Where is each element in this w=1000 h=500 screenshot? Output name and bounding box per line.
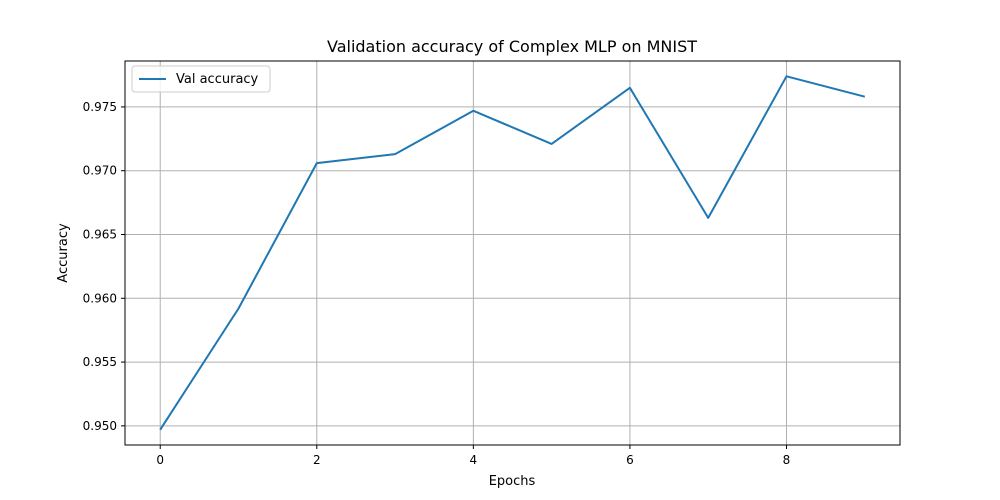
ticks: 0 2 4 6 8 0.950 0.955 0.960 0.965 0.970 0.975: [83, 100, 791, 467]
y-tick-label: 0.955: [83, 355, 117, 369]
chart-title: Validation accuracy of Complex MLP on MN…: [327, 37, 697, 56]
legend-box: [131, 65, 271, 93]
y-axis-label: Accuracy: [56, 223, 71, 283]
x-tick-label: 8: [783, 453, 791, 467]
grid: [125, 61, 900, 445]
x-tick-label: 6: [626, 453, 634, 467]
series-layer: [159, 75, 866, 431]
y-tick-label: 0.970: [83, 164, 117, 178]
x-tick-label: 4: [470, 453, 478, 467]
plot-frame: [124, 60, 901, 446]
y-tick-label: 0.975: [83, 100, 117, 114]
series-line: [159, 75, 866, 431]
x-tick-label: 0: [156, 453, 164, 467]
legend-label: Val accuracy: [176, 72, 259, 87]
y-tick-label: 0.950: [83, 419, 117, 433]
y-tick-label: 0.960: [83, 291, 117, 305]
x-tick-label: 2: [313, 453, 321, 467]
y-tick-label: 0.965: [83, 228, 117, 242]
x-axis-label: Epochs: [489, 474, 536, 489]
legend: Val accuracy: [131, 65, 271, 93]
